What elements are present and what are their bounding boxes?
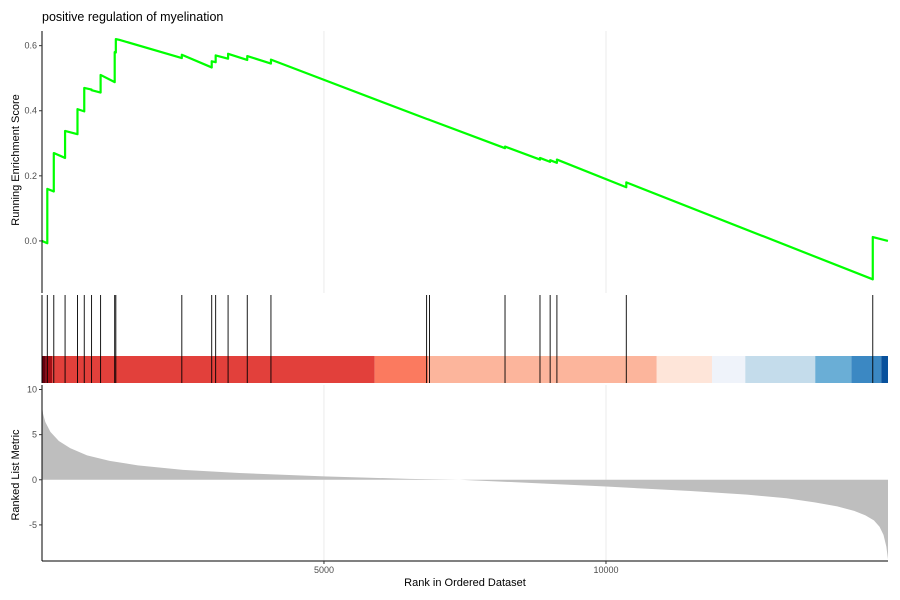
gene-set-hits-panel	[41, 295, 888, 383]
ranked-list-metric-panel: -5 0 5 10 5000 10000	[27, 385, 888, 575]
rank-color-band	[881, 356, 888, 383]
y-tick-label-metric: 5	[32, 430, 37, 440]
rank-color-band	[656, 356, 713, 383]
y-tick-label-enrichment: 0.0	[24, 236, 37, 246]
rank-color-band	[745, 356, 816, 383]
rank-color-band	[374, 356, 429, 383]
rank-color-band	[45, 356, 53, 383]
x-tick-label: 10000	[593, 565, 618, 575]
enrichment-score-line	[41, 38, 889, 281]
y-tick-label-enrichment: 0.6	[24, 41, 37, 51]
x-tick-label: 5000	[314, 565, 334, 575]
running-enrichment-score-panel: 0.0 0.2 0.4 0.6	[24, 31, 889, 293]
y-axis-title-enrichment: Running Enrichment Score	[10, 94, 22, 225]
y-tick-label-metric: 10	[27, 385, 37, 395]
rank-color-band	[815, 356, 852, 383]
rank-color-band	[42, 356, 46, 383]
plot-title: positive regulation of myelination	[42, 10, 223, 24]
y-tick-label-enrichment: 0.2	[24, 171, 37, 181]
y-tick-label-metric: 0	[32, 475, 37, 485]
rank-color-band	[428, 356, 657, 383]
ranked-metric-area	[42, 405, 888, 560]
rank-color-band	[851, 356, 882, 383]
x-axis-title: Rank in Ordered Dataset	[404, 577, 526, 589]
y-tick-label-enrichment: 0.4	[24, 106, 37, 116]
rank-color-band	[52, 356, 375, 383]
y-tick-label-metric: -5	[29, 520, 37, 530]
rank-color-band	[712, 356, 746, 383]
y-axis-title-metric: Ranked List Metric	[10, 429, 22, 521]
